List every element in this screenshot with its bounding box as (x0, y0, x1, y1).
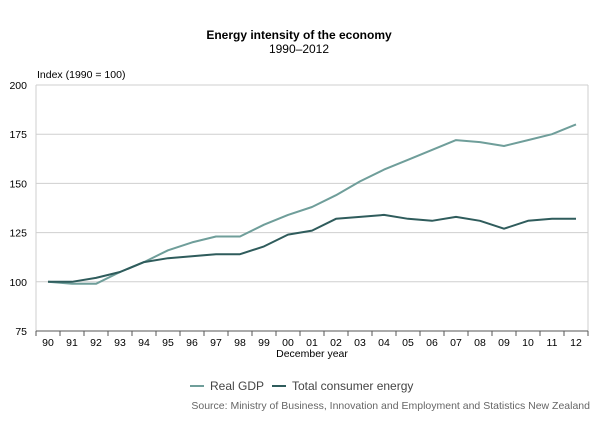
x-tick-label: 03 (354, 337, 366, 349)
legend: Real GDP Total consumer energy (190, 379, 413, 393)
x-tick-label: 04 (378, 337, 390, 349)
x-tick-label: 09 (498, 337, 510, 349)
y-tick-label: 150 (9, 178, 27, 190)
x-tick-label: 05 (402, 337, 414, 349)
legend-label: Real GDP (210, 379, 264, 393)
x-tick-label: 90 (42, 337, 54, 349)
x-tick-label: 00 (282, 337, 294, 349)
y-axis-label: Index (1990 = 100) (37, 69, 125, 81)
x-tick-label: 94 (138, 337, 150, 349)
x-tick-label: 07 (450, 337, 462, 349)
x-tick-label: 02 (330, 337, 342, 349)
y-tick-label: 200 (9, 80, 27, 92)
chart-subtitle: 1990–2012 (269, 42, 329, 56)
x-tick-label: 10 (522, 337, 534, 349)
x-tick-label: 11 (547, 337, 558, 349)
x-tick-label: 99 (258, 337, 270, 349)
x-tick-label: 08 (474, 337, 486, 349)
series-lines (47, 123, 577, 285)
x-tick-label: 12 (570, 337, 582, 349)
x-tick-label: 93 (114, 337, 126, 349)
chart-title: Energy intensity of the economy (206, 28, 392, 42)
x-tick-label: 06 (426, 337, 438, 349)
y-tick-label: 125 (9, 228, 27, 240)
y-tick-label: 75 (15, 326, 27, 338)
series-line-1 (47, 123, 577, 285)
x-tick-label: 96 (186, 337, 198, 349)
series-line-2 (48, 213, 576, 283)
source-note: Source: Ministry of Business, Innovation… (191, 400, 590, 412)
x-tick-label: 98 (234, 337, 246, 349)
y-axis-ticks: 75 100 125 150 175 200 (9, 80, 27, 338)
x-tick-label: 92 (90, 337, 102, 349)
x-axis-label: December year (276, 348, 348, 360)
x-tick-label: 95 (162, 337, 174, 349)
x-tick-label: 97 (210, 337, 222, 349)
x-tick-label: 91 (66, 337, 78, 349)
y-tick-label: 100 (9, 277, 27, 289)
x-axis: 90 91 92 93 94 95 96 97 98 99 00 01 02 03 04 05 06 07 08 09… (35, 330, 589, 349)
x-tick-label: 01 (306, 337, 318, 349)
y-tick-label: 175 (9, 129, 27, 141)
legend-label: Total consumer energy (292, 379, 413, 393)
